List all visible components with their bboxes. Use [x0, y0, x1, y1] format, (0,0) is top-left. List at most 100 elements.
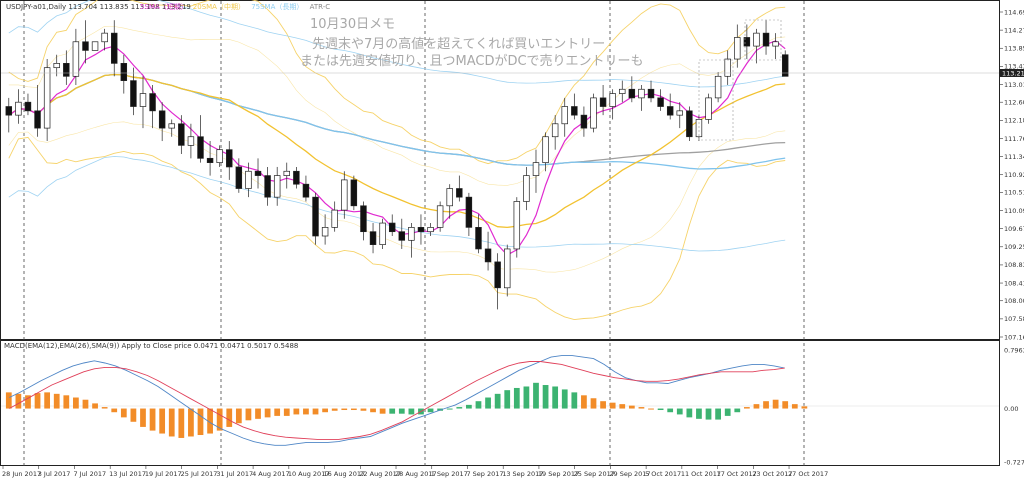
macd-bar-63: [609, 402, 616, 409]
candle-69: [666, 93, 674, 120]
candle-64: [619, 80, 626, 103]
candle-body-69: [666, 106, 674, 116]
candle-26: [254, 158, 262, 189]
candle-body-60: [580, 114, 588, 129]
candle-body-5: [53, 63, 60, 69]
candle-body-21: [206, 157, 214, 163]
candle-body-30: [293, 170, 300, 185]
candle-46: [446, 184, 453, 219]
macd-bar-21: [207, 408, 213, 434]
candle-27: [264, 166, 271, 206]
price-tick-label-1: 114.270: [1004, 26, 1024, 34]
candle-body-33: [321, 227, 329, 237]
candle-65: [628, 76, 636, 103]
date-label-8: 10 Aug 2017: [288, 470, 330, 478]
macd-bar-44: [427, 408, 434, 413]
macd-bar-36: [350, 408, 357, 411]
candle-67: [647, 80, 655, 103]
indicator-label-1: 20SMA（中期）: [193, 2, 245, 11]
macd-bar-17: [168, 408, 175, 437]
macd-tick-label-1: 0.00: [1004, 405, 1018, 413]
macd-bar-25: [245, 408, 252, 421]
candle-body-35: [341, 179, 348, 211]
macd-bar-10: [101, 407, 108, 409]
highlight-box: [698, 59, 734, 141]
candle-body-41: [398, 231, 406, 241]
candle-body-17: [168, 123, 175, 129]
macd-tick-label-2: -0.7271: [1004, 458, 1024, 466]
macd-bar-5: [53, 393, 60, 409]
macd-bar-71: [686, 408, 693, 418]
candle-body-59: [571, 106, 578, 116]
candle-80: [772, 33, 779, 60]
candle-body-23: [226, 149, 233, 168]
candle-1: [15, 89, 22, 124]
candle-78: [753, 28, 760, 64]
macd-tick-label-0: 0.7963: [1004, 346, 1024, 354]
candle-body-75: [724, 58, 731, 77]
candle-body-4: [43, 67, 51, 129]
candle-body-70: [676, 110, 683, 116]
macd-bar-22: [216, 408, 223, 431]
date-label-9: 16 Aug 2017: [324, 470, 366, 478]
macd-bar-83: [801, 406, 808, 409]
macd-bar-69: [667, 408, 674, 413]
moving-averages: [8, 40, 786, 256]
long-band-lower: [8, 156, 786, 252]
candle-71: [686, 106, 693, 142]
candle-32: [312, 192, 319, 245]
candle-14: [139, 76, 147, 129]
candle-body-2: [24, 101, 32, 112]
candle-40: [388, 214, 396, 237]
candle-50: [484, 231, 492, 271]
candle-9: [91, 41, 99, 51]
macd-bar-18: [178, 408, 185, 438]
candle-11: [111, 20, 118, 77]
candle-13: [130, 67, 137, 116]
candle-39: [379, 218, 386, 249]
memo-line-2: 先週末や7月の高値を超えてくれば買いエントリー: [312, 36, 605, 52]
candle-25: [245, 162, 252, 198]
candle-body-27: [264, 175, 271, 198]
macd-bar-11: [111, 408, 118, 413]
macd-bar-15: [149, 408, 156, 431]
candle-74: [714, 71, 722, 103]
date-label-7: 4 Aug 2017: [252, 470, 290, 478]
candle-body-58: [561, 106, 568, 125]
macd-bar-16: [159, 408, 166, 434]
macd-lines: [9, 355, 785, 446]
macd-bar-28: [274, 408, 281, 416]
candle-body-37: [360, 205, 367, 233]
macd-bar-59: [571, 392, 578, 409]
price-tick-label-3: 113.430: [1004, 63, 1024, 71]
candle-63: [609, 89, 616, 120]
macd-histogram: [5, 382, 808, 438]
candles: [5, 20, 789, 310]
date-label-21: 23 Oct 2017: [752, 470, 792, 478]
date-label-2: 7 Jul 2017: [73, 470, 106, 478]
macd-bar-70: [676, 408, 683, 415]
candle-0: [5, 97, 13, 133]
long-band-upper: [8, 0, 786, 88]
macd-bar-26: [255, 408, 261, 419]
macd-bar-78: [753, 404, 760, 409]
candle-33: [321, 214, 329, 245]
indicator-label-3: ATR-C: [310, 3, 331, 11]
candle-body-31: [302, 183, 310, 198]
macd-bar-31: [303, 408, 309, 415]
price-tick-label-8: 111.340: [1004, 153, 1024, 161]
macd-bar-49: [475, 401, 482, 409]
band-1-lower: [8, 121, 786, 273]
macd-bar-60: [581, 395, 587, 409]
candle-body-1: [15, 101, 22, 116]
candle-22: [216, 145, 223, 167]
macd-bar-77: [743, 407, 750, 409]
macd-bar-3: [34, 393, 41, 409]
candle-body-34: [331, 209, 338, 228]
signal-line: [9, 361, 785, 440]
candle-36: [350, 175, 358, 211]
candle-29: [283, 162, 290, 189]
macd-bar-50: [485, 397, 491, 409]
indicator-label-2: 75SMA（長期）: [251, 3, 303, 11]
